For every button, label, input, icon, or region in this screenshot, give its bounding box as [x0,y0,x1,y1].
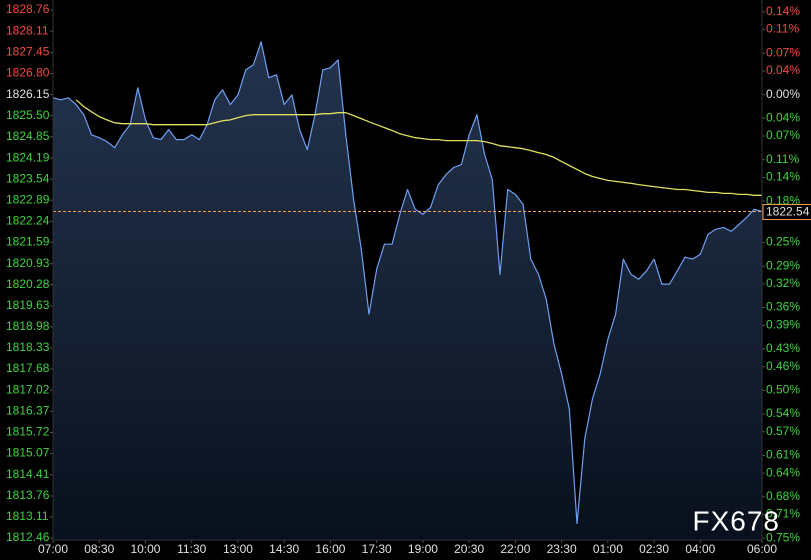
x-tick-label: 14:30 [269,542,299,556]
y2-tick-label: 0.39% [766,317,800,331]
x-tick-label: 20:30 [454,542,484,556]
y2-tick-label: 0.11% [766,152,799,166]
y-tick-label: 1826.15 [6,87,50,101]
x-tick-label: 01:00 [593,542,623,556]
y-tick-label: 1827.45 [6,45,50,59]
y2-tick-label: 0.11% [766,22,799,36]
y2-tick-label: 0.14% [766,4,800,18]
y2-tick-label: 0.25% [766,235,800,249]
x-tick-label: 19:00 [408,542,438,556]
y-tick-label: 1820.93 [6,256,50,270]
y-tick-label: 1818.33 [6,340,50,354]
y-tick-label: 1818.98 [6,319,50,333]
y-tick-label: 1816.37 [6,404,50,418]
y2-tick-label: 0.36% [766,300,800,314]
y2-tick-label: 0.29% [766,258,800,272]
y2-tick-label: 0.75% [766,530,800,544]
y2-tick-label: 0.07% [766,128,800,142]
y2-tick-label: 0.18% [766,193,800,207]
y2-tick-label: 0.00% [766,87,800,101]
y-tick-label: 1812.46 [6,530,50,544]
y-tick-label: 1824.85 [6,129,50,143]
x-tick-label: 07:00 [38,542,68,556]
y-tick-label: 1823.54 [6,171,50,185]
y2-tick-label: 0.46% [766,359,800,373]
x-tick-label: 10:00 [130,542,160,556]
y2-tick-label: 0.07% [766,45,800,59]
y-tick-label: 1813.76 [6,488,50,502]
x-tick-label: 22:00 [500,542,530,556]
y2-tick-label: 0.71% [766,507,800,521]
y-tick-label: 1815.72 [6,425,50,439]
average-line [75,99,762,196]
y-tick-label: 1817.68 [6,361,50,375]
y2-tick-label: 0.54% [766,406,800,420]
watermark: FX678 [693,505,781,536]
x-tick-label: 11:30 [177,542,206,556]
y-tick-label: 1822.89 [6,192,50,206]
y2-tick-label: 0.50% [766,383,800,397]
y-tick-label: 1819.63 [6,298,50,312]
current-price-label: 1822.54 [766,205,810,219]
y2-tick-label: 0.32% [766,276,800,290]
x-tick-label: 23:30 [547,542,577,556]
x-tick-label: 02:30 [639,542,669,556]
price-line [52,41,763,525]
price-area [53,41,762,541]
current-price-box [762,204,811,221]
y-tick-label: 1821.59 [6,234,50,248]
x-tick-label: 16:00 [315,542,345,556]
y2-tick-label: 0.61% [766,448,800,462]
y-tick-label: 1825.50 [6,108,50,122]
x-tick-label: 17:30 [362,542,392,556]
y2-tick-label: 0.14% [766,170,800,184]
y-tick-label: 1817.02 [6,383,50,397]
y2-tick-label: 0.43% [766,341,800,355]
y-tick-label: 1813.11 [6,509,49,523]
x-tick-label: 06:00 [747,542,777,556]
y-tick-label: 1826.80 [6,66,50,80]
y-tick-label: 1814.41 [6,467,50,481]
y-tick-label: 1828.11 [6,23,49,37]
x-tick-label: 04:00 [685,542,715,556]
x-tick-label: 08:30 [84,542,114,556]
y2-tick-label: 0.04% [766,63,800,77]
y-tick-label: 1824.19 [6,150,50,164]
y-tick-label: 1822.24 [6,213,50,227]
y-tick-label: 1828.76 [6,2,50,16]
y-tick-label: 1820.28 [6,277,50,291]
y2-tick-label: 0.04% [766,110,800,124]
y-tick-label: 1815.07 [6,446,50,460]
y2-tick-label: 0.64% [766,465,800,479]
y2-tick-label: 0.68% [766,489,800,503]
y2-tick-label: 0.57% [766,424,800,438]
x-tick-label: 13:00 [223,542,253,556]
